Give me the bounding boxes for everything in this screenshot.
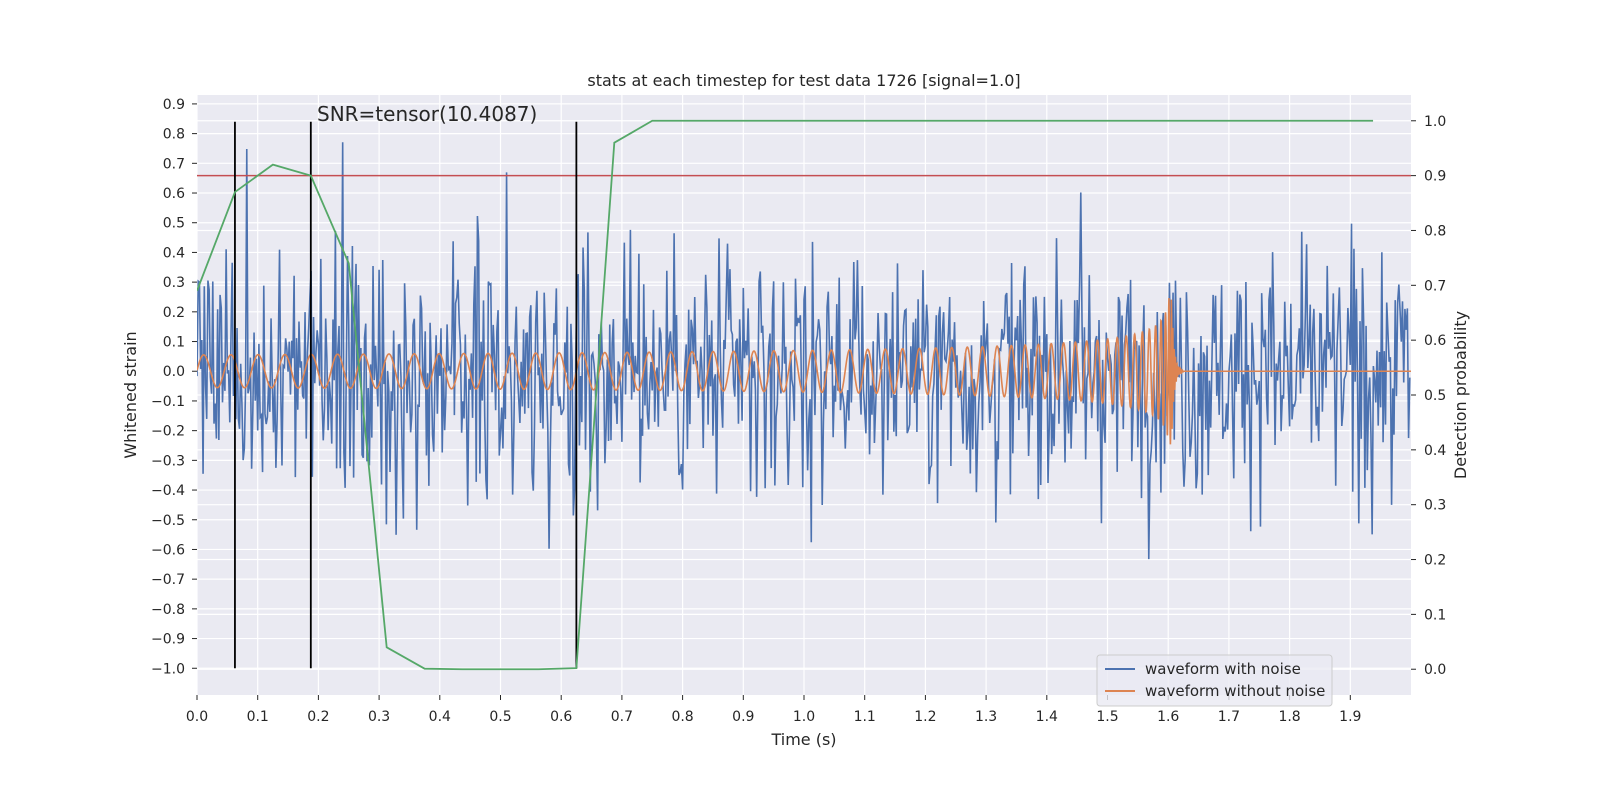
x-tick-label: 1.8 <box>1278 709 1300 725</box>
y-tick-label: −0.8 <box>151 602 185 618</box>
y-tick-label: 0.5 <box>163 216 185 232</box>
y2-tick-label: 0.4 <box>1424 443 1446 459</box>
x-tick-label: 1.5 <box>1096 709 1118 725</box>
x-tick-label: 1.9 <box>1339 709 1361 725</box>
x-tick-label: 0.9 <box>732 709 754 725</box>
legend-box <box>1096 654 1333 707</box>
x-tick-label: 1.6 <box>1157 709 1179 725</box>
axes-layer: 0.0 0.1 0.2 0.3 0.4 0.5 0.6 0.7 0.8 0.9 1.0 1.1 1.2 1… <box>151 97 1446 725</box>
series-layer <box>197 119 1411 671</box>
x-tick-label: 0.6 <box>550 709 572 725</box>
y2-tick-label: 0.5 <box>1424 388 1446 404</box>
series-noisy-waveform <box>197 142 1411 560</box>
series-clean-waveform <box>197 298 1411 445</box>
y-tick-label: 0.7 <box>163 156 185 172</box>
y2-tick-label: 0.2 <box>1424 553 1446 569</box>
y2-tick-label: 1.0 <box>1424 114 1446 130</box>
y-tick-label: −0.4 <box>151 483 185 499</box>
x-tick-label: 0.7 <box>611 709 633 725</box>
y-tick-label: 0.9 <box>163 97 185 113</box>
y-tick-label: −0.5 <box>151 513 185 529</box>
x-tick-label: 1.4 <box>1036 709 1058 725</box>
y-tick-label: −0.2 <box>151 424 185 440</box>
legend-label-noisy: waveform with noise <box>1145 660 1301 678</box>
y-tick-label: 0.2 <box>163 305 185 321</box>
x-axis-label: Time (s) <box>770 730 836 749</box>
x-tick-label: 1.0 <box>793 709 815 725</box>
y2-tick-label: 0.9 <box>1424 169 1446 185</box>
snr-annotation: SNR=tensor(10.4087) <box>317 102 537 126</box>
series-detection-probability <box>197 119 1374 671</box>
y-axis-label: Whitened strain <box>121 331 140 458</box>
y2-axis-label: Detection probability <box>1451 311 1470 479</box>
y2-tick-label: 0.0 <box>1424 662 1446 678</box>
x-tick-label: 1.1 <box>854 709 876 725</box>
x-tick-label: 0.1 <box>247 709 269 725</box>
y-tick-label: −0.7 <box>151 572 185 588</box>
x-tick-label: 0.4 <box>429 709 451 725</box>
y-tick-label: 0.1 <box>163 335 185 351</box>
y-tick-label: −0.3 <box>151 453 185 469</box>
x-tick-label: 0.2 <box>307 709 329 725</box>
y2-tick-label: 0.8 <box>1424 223 1446 239</box>
x-tick-label: 0.0 <box>186 709 208 725</box>
y2-tick-label: 0.7 <box>1424 278 1446 294</box>
y-tick-label: −0.1 <box>151 394 185 410</box>
y2-tick-label: 0.3 <box>1424 498 1446 514</box>
x-tick-label: 0.8 <box>671 709 693 725</box>
chart-title: stats at each timestep for test data 172… <box>587 71 1020 90</box>
y-tick-label: 0.6 <box>163 186 185 202</box>
legend: waveform with noise waveform without noi… <box>1096 654 1333 707</box>
y2-tick-label: 0.1 <box>1424 607 1446 623</box>
legend-label-clean: waveform without noise <box>1145 682 1325 700</box>
y2-tick-label: 0.6 <box>1424 333 1446 349</box>
y-tick-label: −0.9 <box>151 632 185 648</box>
y-tick-label: 0.8 <box>163 127 185 143</box>
x-tick-label: 0.5 <box>489 709 511 725</box>
y-tick-label: 0.3 <box>163 275 185 291</box>
x-tick-label: 0.3 <box>368 709 390 725</box>
x-tick-label: 1.3 <box>975 709 997 725</box>
y-tick-label: 0.0 <box>163 364 185 380</box>
y-tick-label: −0.6 <box>151 542 185 558</box>
x-tick-label: 1.2 <box>914 709 936 725</box>
y-tick-label: 0.4 <box>163 245 185 261</box>
y-tick-label: −1.0 <box>151 661 185 677</box>
x-tick-label: 1.7 <box>1218 709 1240 725</box>
